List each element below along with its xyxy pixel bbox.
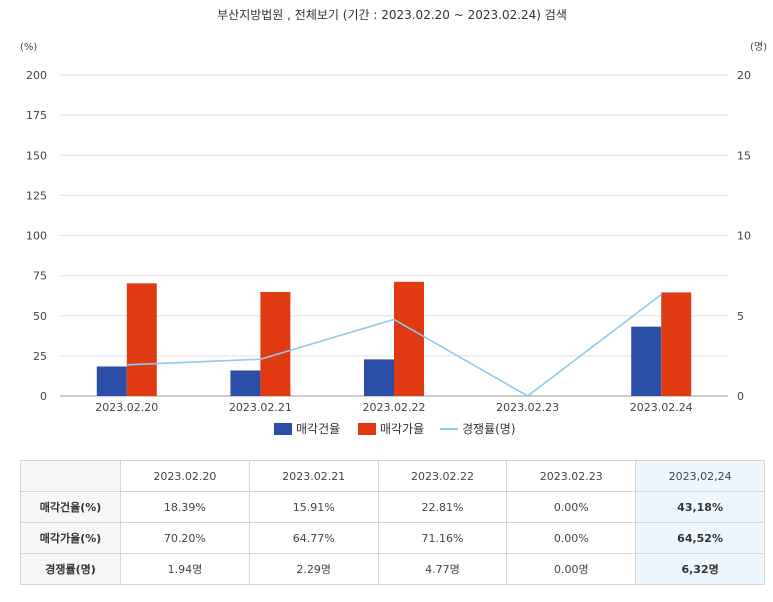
table-cell: 1.94명: [120, 553, 250, 585]
table-cell: 70.20%: [120, 522, 250, 554]
right-tick-label: 0: [737, 390, 744, 403]
table-header-cell: 2023.02.20: [120, 460, 250, 492]
line-point: [393, 318, 395, 321]
table-header-row: 2023.02.20 2023.02.21 2023.02.22 2023.02…: [20, 460, 765, 492]
x-axis-labels: 2023.02.20 2023.02.21 2023.02.22 2023.02.23…: [95, 401, 692, 414]
legend: 매각건율 매각가율 경쟁률(명): [274, 422, 516, 436]
right-tick-label: 5: [737, 310, 744, 323]
data-table: 2023.02.20 2023.02.21 2023.02.22 2023.02…: [20, 460, 765, 585]
line-point: [259, 358, 262, 361]
combo-chart: 부산지방법원 , 전체보기 (기간 : 2023.02.20 ~ 2023.02…: [20, 8, 767, 436]
right-axis-ticks: 0 5 10 15 20: [737, 69, 751, 403]
table-cell-highlighted: 43,18%: [635, 491, 765, 523]
legend-label: 경쟁률(명): [462, 422, 516, 436]
table-cell: 4.77명: [377, 553, 508, 585]
table-header-cell-highlighted: 2023,02,24: [635, 460, 765, 492]
bar: [364, 359, 394, 396]
table-header-cell: 2023.02.22: [377, 460, 508, 492]
row-label: 매각건율(%): [20, 491, 121, 523]
table-cell-highlighted: 64,52%: [635, 522, 765, 554]
left-tick-label: 75: [33, 270, 47, 283]
table-row: 매각가율(%) 70.20% 64.77% 71.16% 0.00% 64,52…: [20, 522, 765, 554]
left-axis-ticks: 0 25 50 75 100 125 150 175 200: [26, 69, 47, 403]
line-point: [526, 395, 529, 397]
left-tick-label: 0: [40, 390, 47, 403]
legend-swatch: [358, 423, 376, 435]
legend-label: 매각건율: [296, 422, 340, 436]
bar: [96, 366, 127, 396]
left-tick-label: 200: [26, 69, 47, 82]
left-tick-label: 50: [33, 310, 47, 323]
x-tick-label: 2023.02.23: [496, 401, 559, 414]
x-tick-label: 2023.02.20: [95, 401, 158, 414]
bar-series: [96, 281, 692, 396]
legend-label: 매각가율: [380, 422, 424, 436]
x-tick-label: 2023.02.21: [229, 401, 292, 414]
row-label: 경쟁률(명): [20, 553, 121, 585]
table-row: 경쟁률(명) 1.94명 2.29명 4.77명 0.00명 6,32명: [20, 553, 765, 585]
bar: [126, 283, 157, 396]
row-label: 매각가율(%): [20, 522, 121, 554]
table-header-cell: 2023.02.23: [506, 460, 637, 492]
table-cell: 71.16%: [377, 522, 508, 554]
line-point: [660, 293, 662, 296]
table-cell: 15.91%: [248, 491, 379, 523]
legend-swatch: [274, 423, 292, 435]
table-cell: 0.00%: [506, 491, 637, 523]
bar: [631, 326, 662, 396]
table-cell: 18.39%: [120, 491, 250, 523]
left-axis-unit: (%): [20, 42, 37, 53]
left-tick-label: 25: [33, 350, 47, 363]
table-cell: 22.81%: [377, 491, 508, 523]
right-tick-label: 15: [737, 149, 751, 162]
x-tick-label: 2023.02.24: [630, 401, 693, 414]
left-tick-label: 125: [26, 189, 47, 202]
table-corner-cell: [20, 460, 121, 492]
left-tick-label: 150: [26, 149, 47, 162]
table-cell: 0.00명: [506, 553, 637, 585]
table-cell-highlighted: 6,32명: [635, 553, 765, 585]
table-cell: 0.00%: [506, 522, 637, 554]
left-tick-label: 100: [26, 230, 47, 243]
chart-title: 부산지방법원 , 전체보기 (기간 : 2023.02.20 ~ 2023.02…: [217, 8, 567, 22]
line-point: [126, 364, 128, 366]
table-cell: 2.29명: [248, 553, 379, 585]
line-series: [126, 293, 662, 397]
right-tick-label: 20: [737, 69, 751, 82]
right-tick-label: 10: [737, 230, 751, 243]
table-header-cell: 2023.02.21: [248, 460, 379, 492]
x-tick-label: 2023.02.22: [363, 401, 426, 414]
gridlines: [60, 74, 728, 397]
right-axis-unit: (명): [750, 41, 767, 53]
bar: [394, 281, 424, 396]
bar: [661, 292, 692, 396]
table-cell: 64.77%: [248, 522, 379, 554]
left-tick-label: 175: [26, 109, 47, 122]
table-row: 매각건율(%) 18.39% 15.91% 22.81% 0.00% 43,18…: [20, 491, 765, 523]
bar: [230, 370, 261, 396]
bar: [260, 292, 291, 396]
